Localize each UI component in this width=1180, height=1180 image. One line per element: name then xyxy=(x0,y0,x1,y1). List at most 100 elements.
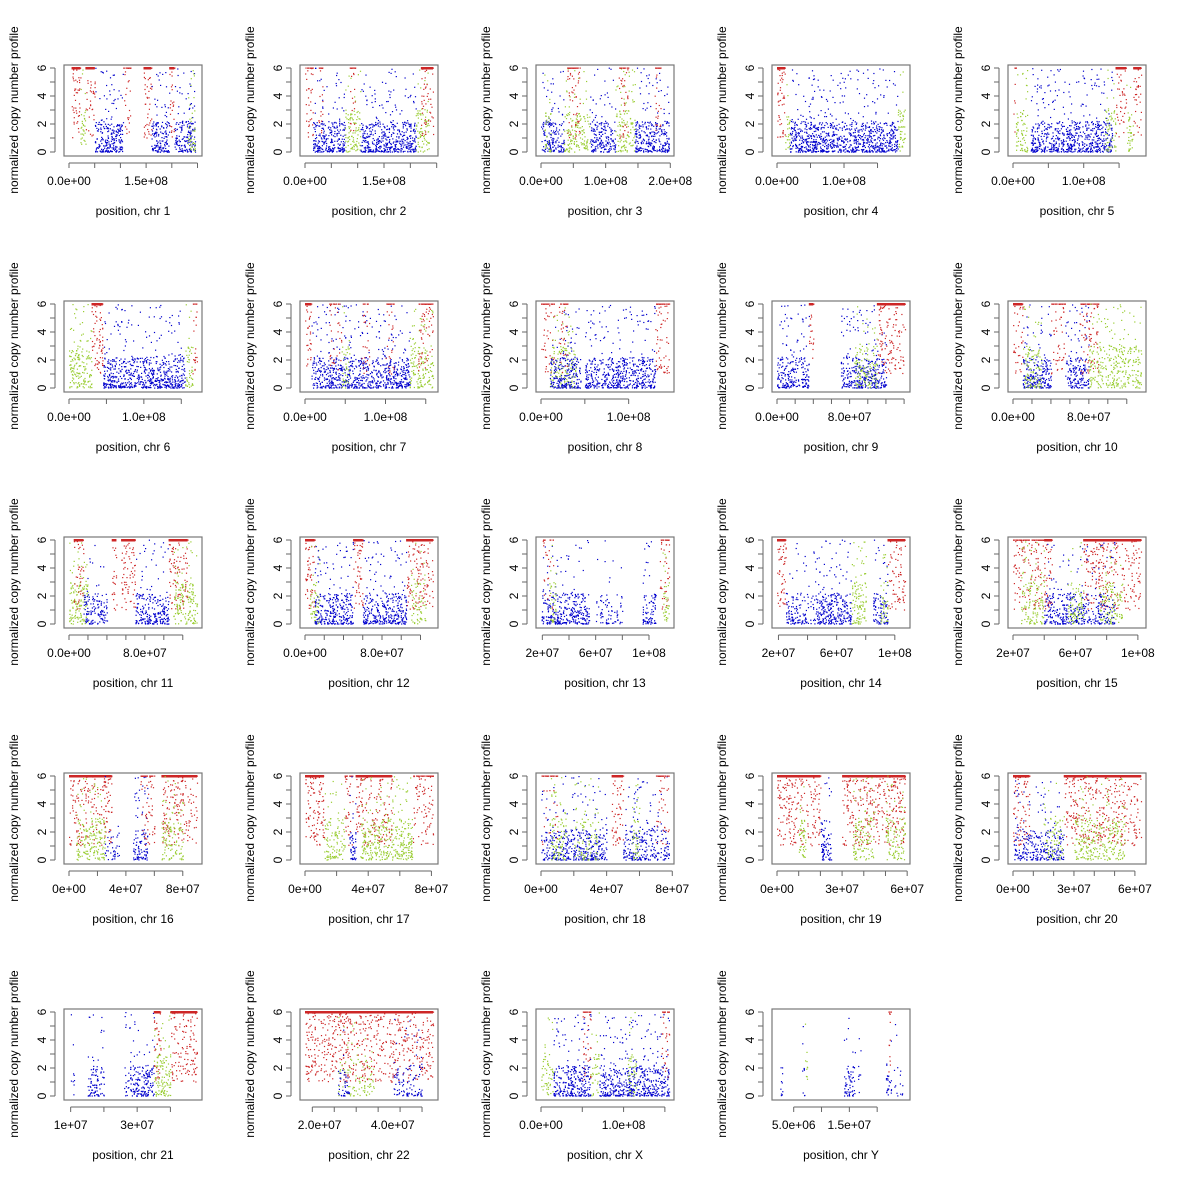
data-point xyxy=(415,136,417,138)
data-point xyxy=(318,140,320,142)
data-point xyxy=(1051,143,1053,145)
data-point xyxy=(548,132,550,134)
data-point xyxy=(381,104,383,106)
data-point xyxy=(325,140,327,142)
data-point xyxy=(1040,148,1042,150)
data-point xyxy=(338,150,340,153)
data-point xyxy=(580,142,582,144)
data-point xyxy=(1042,98,1044,100)
data-point xyxy=(554,133,556,135)
data-point xyxy=(561,123,563,125)
data-point xyxy=(600,124,602,126)
data-point xyxy=(875,127,878,129)
data-point xyxy=(1066,134,1068,136)
data-point xyxy=(1025,115,1027,118)
data-point xyxy=(194,144,196,146)
data-point xyxy=(596,145,598,147)
data-point xyxy=(890,138,892,140)
data-point xyxy=(1109,146,1111,148)
data-point xyxy=(374,151,376,153)
data-point xyxy=(419,131,421,133)
data-point xyxy=(186,124,189,126)
data-point xyxy=(387,100,389,103)
data-point xyxy=(1047,132,1049,134)
data-point xyxy=(852,149,854,151)
data-point xyxy=(363,83,365,85)
data-point xyxy=(804,123,806,125)
data-point xyxy=(791,119,793,121)
data-point xyxy=(1099,142,1102,144)
data-point xyxy=(587,149,589,151)
data-point xyxy=(73,69,75,71)
data-point xyxy=(81,143,83,145)
data-point xyxy=(571,120,573,122)
data-point xyxy=(549,144,551,146)
data-point xyxy=(1086,147,1088,150)
data-point xyxy=(1016,135,1018,137)
data-point xyxy=(120,94,122,96)
data-point xyxy=(544,147,546,149)
data-point xyxy=(1017,122,1019,124)
data-point xyxy=(1031,142,1033,144)
data-point xyxy=(879,138,881,140)
data-point xyxy=(165,72,167,74)
data-point xyxy=(661,151,663,153)
data-point xyxy=(882,143,884,145)
data-point xyxy=(594,134,596,136)
data-point xyxy=(170,131,173,133)
data-point xyxy=(542,124,544,126)
data-point xyxy=(777,82,779,84)
data-point xyxy=(820,138,822,140)
data-point xyxy=(847,150,849,152)
data-point xyxy=(650,105,652,108)
data-point xyxy=(409,124,411,126)
data-point xyxy=(806,138,808,140)
data-point xyxy=(345,146,347,148)
data-point xyxy=(128,122,130,124)
data-point xyxy=(546,119,548,121)
data-point xyxy=(871,137,873,140)
data-point xyxy=(548,141,550,143)
data-point xyxy=(882,129,884,131)
data-point xyxy=(795,137,797,139)
data-point xyxy=(837,146,839,148)
data-point xyxy=(1038,148,1041,150)
data-point xyxy=(1074,141,1076,143)
data-point xyxy=(591,129,593,131)
data-point xyxy=(607,96,609,98)
data-point xyxy=(650,128,652,130)
data-point xyxy=(552,122,554,124)
data-point xyxy=(814,141,816,143)
data-point xyxy=(840,88,842,90)
data-point xyxy=(858,112,860,114)
data-point xyxy=(349,119,351,121)
data-point xyxy=(188,97,190,99)
data-point xyxy=(868,136,870,138)
data-point xyxy=(1055,138,1057,140)
data-point xyxy=(1083,77,1085,79)
data-point xyxy=(176,135,178,137)
data-point xyxy=(817,86,819,88)
data-point xyxy=(1100,124,1102,126)
points-chr-4 xyxy=(777,67,906,153)
data-point xyxy=(610,131,612,133)
data-point xyxy=(648,136,650,138)
data-point xyxy=(148,133,150,135)
data-point xyxy=(111,143,113,145)
data-point xyxy=(322,127,324,129)
data-point xyxy=(406,138,408,141)
data-point xyxy=(872,142,874,144)
data-point xyxy=(314,147,316,149)
data-point xyxy=(824,124,826,127)
data-point xyxy=(83,130,85,132)
data-point xyxy=(354,132,356,134)
data-point xyxy=(878,148,880,150)
data-point xyxy=(863,134,865,136)
data-point xyxy=(155,125,157,127)
data-point xyxy=(858,143,860,145)
data-point xyxy=(805,118,808,120)
data-point xyxy=(388,71,390,73)
data-point xyxy=(798,134,800,136)
data-point xyxy=(826,133,828,135)
